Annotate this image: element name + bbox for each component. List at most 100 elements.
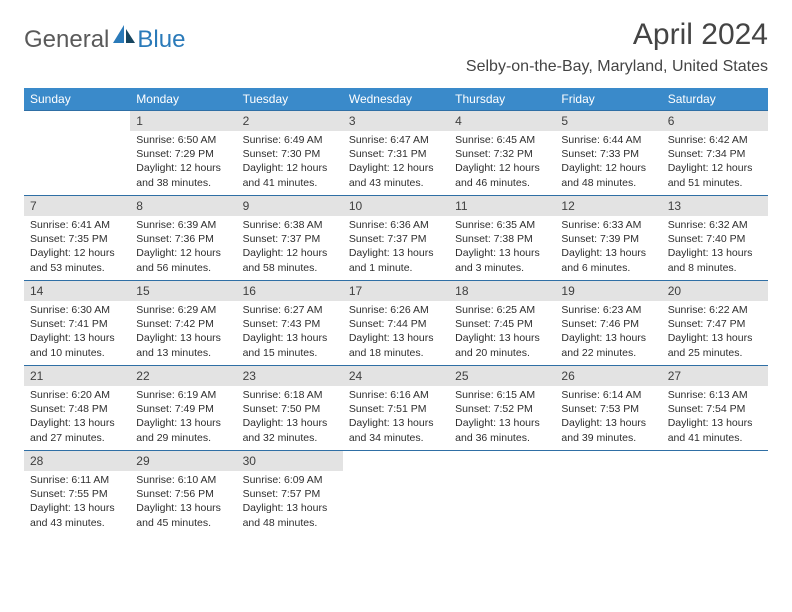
day-cell: 25Sunrise: 6:15 AMSunset: 7:52 PMDayligh… — [449, 366, 555, 450]
daylight-line-2: and 41 minutes. — [243, 176, 337, 190]
sunset-text: Sunset: 7:39 PM — [561, 232, 655, 246]
sunrise-text: Sunrise: 6:38 AM — [243, 218, 337, 232]
sunrise-text: Sunrise: 6:50 AM — [136, 133, 230, 147]
sunrise-text: Sunrise: 6:11 AM — [30, 473, 124, 487]
sunset-text: Sunset: 7:31 PM — [349, 147, 443, 161]
day-cell: 28Sunrise: 6:11 AMSunset: 7:55 PMDayligh… — [24, 451, 130, 535]
day-details: Sunrise: 6:20 AMSunset: 7:48 PMDaylight:… — [24, 386, 130, 449]
daylight-line-2: and 41 minutes. — [668, 431, 762, 445]
sunrise-text: Sunrise: 6:47 AM — [349, 133, 443, 147]
sunrise-text: Sunrise: 6:45 AM — [455, 133, 549, 147]
dayname-row: Sunday Monday Tuesday Wednesday Thursday… — [24, 88, 768, 110]
day-details: Sunrise: 6:25 AMSunset: 7:45 PMDaylight:… — [449, 301, 555, 364]
day-details: Sunrise: 6:18 AMSunset: 7:50 PMDaylight:… — [237, 386, 343, 449]
daylight-line-1: Daylight: 13 hours — [30, 416, 124, 430]
day-number: 4 — [449, 111, 555, 131]
day-details: Sunrise: 6:49 AMSunset: 7:30 PMDaylight:… — [237, 131, 343, 194]
day-cell — [555, 451, 661, 535]
sunset-text: Sunset: 7:54 PM — [668, 402, 762, 416]
daylight-line-2: and 1 minute. — [349, 261, 443, 275]
day-number: 13 — [662, 196, 768, 216]
logo-word-1: General — [24, 26, 109, 54]
dayname-monday: Monday — [130, 88, 236, 110]
sunset-text: Sunset: 7:44 PM — [349, 317, 443, 331]
daylight-line-1: Daylight: 12 hours — [30, 246, 124, 260]
weeks-container: 1Sunrise: 6:50 AMSunset: 7:29 PMDaylight… — [24, 110, 768, 535]
day-details: Sunrise: 6:39 AMSunset: 7:36 PMDaylight:… — [130, 216, 236, 279]
day-cell: 13Sunrise: 6:32 AMSunset: 7:40 PMDayligh… — [662, 196, 768, 280]
day-cell: 27Sunrise: 6:13 AMSunset: 7:54 PMDayligh… — [662, 366, 768, 450]
day-details: Sunrise: 6:11 AMSunset: 7:55 PMDaylight:… — [24, 471, 130, 534]
day-cell: 5Sunrise: 6:44 AMSunset: 7:33 PMDaylight… — [555, 111, 661, 195]
day-details: Sunrise: 6:29 AMSunset: 7:42 PMDaylight:… — [130, 301, 236, 364]
day-cell: 11Sunrise: 6:35 AMSunset: 7:38 PMDayligh… — [449, 196, 555, 280]
day-number — [24, 111, 130, 117]
sunset-text: Sunset: 7:37 PM — [243, 232, 337, 246]
sunset-text: Sunset: 7:52 PM — [455, 402, 549, 416]
daylight-line-1: Daylight: 13 hours — [136, 331, 230, 345]
day-details: Sunrise: 6:27 AMSunset: 7:43 PMDaylight:… — [237, 301, 343, 364]
daylight-line-1: Daylight: 12 hours — [136, 161, 230, 175]
day-number: 12 — [555, 196, 661, 216]
day-details: Sunrise: 6:35 AMSunset: 7:38 PMDaylight:… — [449, 216, 555, 279]
day-number: 9 — [237, 196, 343, 216]
day-details: Sunrise: 6:33 AMSunset: 7:39 PMDaylight:… — [555, 216, 661, 279]
sunrise-text: Sunrise: 6:13 AM — [668, 388, 762, 402]
sunrise-text: Sunrise: 6:22 AM — [668, 303, 762, 317]
sunset-text: Sunset: 7:42 PM — [136, 317, 230, 331]
daylight-line-2: and 13 minutes. — [136, 346, 230, 360]
sunrise-text: Sunrise: 6:16 AM — [349, 388, 443, 402]
sunset-text: Sunset: 7:41 PM — [30, 317, 124, 331]
day-cell: 29Sunrise: 6:10 AMSunset: 7:56 PMDayligh… — [130, 451, 236, 535]
sunrise-text: Sunrise: 6:42 AM — [668, 133, 762, 147]
daylight-line-1: Daylight: 12 hours — [243, 161, 337, 175]
daylight-line-1: Daylight: 13 hours — [668, 416, 762, 430]
sunrise-text: Sunrise: 6:49 AM — [243, 133, 337, 147]
sunset-text: Sunset: 7:50 PM — [243, 402, 337, 416]
day-number: 26 — [555, 366, 661, 386]
daylight-line-2: and 27 minutes. — [30, 431, 124, 445]
day-details: Sunrise: 6:36 AMSunset: 7:37 PMDaylight:… — [343, 216, 449, 279]
day-details: Sunrise: 6:26 AMSunset: 7:44 PMDaylight:… — [343, 301, 449, 364]
week-row: 1Sunrise: 6:50 AMSunset: 7:29 PMDaylight… — [24, 110, 768, 195]
day-number: 8 — [130, 196, 236, 216]
day-cell: 21Sunrise: 6:20 AMSunset: 7:48 PMDayligh… — [24, 366, 130, 450]
daylight-line-2: and 39 minutes. — [561, 431, 655, 445]
day-cell: 7Sunrise: 6:41 AMSunset: 7:35 PMDaylight… — [24, 196, 130, 280]
day-number: 24 — [343, 366, 449, 386]
daylight-line-1: Daylight: 13 hours — [243, 501, 337, 515]
day-number: 18 — [449, 281, 555, 301]
day-cell: 1Sunrise: 6:50 AMSunset: 7:29 PMDaylight… — [130, 111, 236, 195]
daylight-line-2: and 43 minutes. — [30, 516, 124, 530]
sunset-text: Sunset: 7:40 PM — [668, 232, 762, 246]
day-details: Sunrise: 6:41 AMSunset: 7:35 PMDaylight:… — [24, 216, 130, 279]
day-number: 17 — [343, 281, 449, 301]
day-cell: 26Sunrise: 6:14 AMSunset: 7:53 PMDayligh… — [555, 366, 661, 450]
day-number: 15 — [130, 281, 236, 301]
daylight-line-1: Daylight: 13 hours — [243, 416, 337, 430]
day-number: 5 — [555, 111, 661, 131]
sunset-text: Sunset: 7:56 PM — [136, 487, 230, 501]
sunset-text: Sunset: 7:55 PM — [30, 487, 124, 501]
day-cell: 10Sunrise: 6:36 AMSunset: 7:37 PMDayligh… — [343, 196, 449, 280]
day-details: Sunrise: 6:22 AMSunset: 7:47 PMDaylight:… — [662, 301, 768, 364]
day-cell: 17Sunrise: 6:26 AMSunset: 7:44 PMDayligh… — [343, 281, 449, 365]
day-cell: 9Sunrise: 6:38 AMSunset: 7:37 PMDaylight… — [237, 196, 343, 280]
daylight-line-1: Daylight: 13 hours — [561, 416, 655, 430]
day-details: Sunrise: 6:15 AMSunset: 7:52 PMDaylight:… — [449, 386, 555, 449]
daylight-line-1: Daylight: 13 hours — [136, 501, 230, 515]
sunset-text: Sunset: 7:48 PM — [30, 402, 124, 416]
page-header: General Blue April 2024 Selby-on-the-Bay… — [24, 18, 768, 76]
sunrise-text: Sunrise: 6:25 AM — [455, 303, 549, 317]
daylight-line-1: Daylight: 13 hours — [349, 246, 443, 260]
sunrise-text: Sunrise: 6:33 AM — [561, 218, 655, 232]
day-cell: 3Sunrise: 6:47 AMSunset: 7:31 PMDaylight… — [343, 111, 449, 195]
location-subtitle: Selby-on-the-Bay, Maryland, United State… — [466, 58, 768, 76]
sunset-text: Sunset: 7:37 PM — [349, 232, 443, 246]
day-details: Sunrise: 6:38 AMSunset: 7:37 PMDaylight:… — [237, 216, 343, 279]
daylight-line-2: and 58 minutes. — [243, 261, 337, 275]
day-number: 11 — [449, 196, 555, 216]
daylight-line-2: and 43 minutes. — [349, 176, 443, 190]
daylight-line-2: and 34 minutes. — [349, 431, 443, 445]
daylight-line-1: Daylight: 13 hours — [668, 246, 762, 260]
